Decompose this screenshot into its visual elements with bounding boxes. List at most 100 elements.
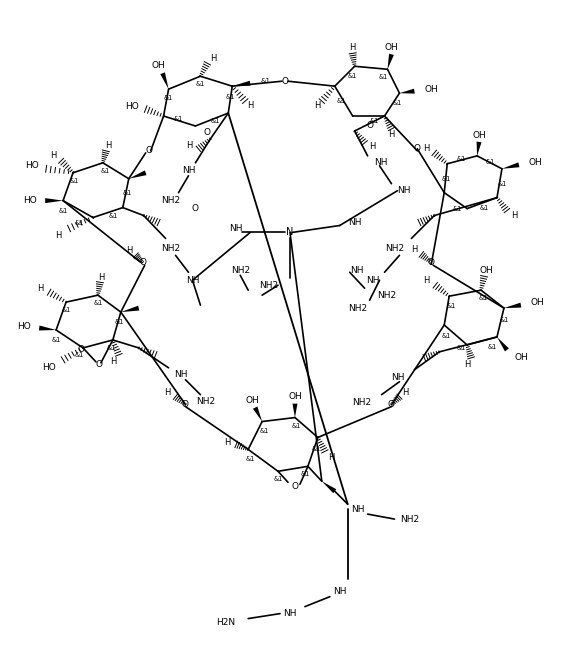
Text: &1: &1 xyxy=(58,208,68,214)
Text: H: H xyxy=(164,388,171,397)
Text: &1: &1 xyxy=(61,307,70,313)
Text: &1: &1 xyxy=(106,345,116,351)
Text: HO: HO xyxy=(42,363,56,373)
Text: H: H xyxy=(402,388,409,397)
Text: O: O xyxy=(182,400,189,409)
Text: HO: HO xyxy=(23,196,37,205)
Text: &1: &1 xyxy=(457,156,466,162)
Text: OH: OH xyxy=(152,61,166,70)
Polygon shape xyxy=(497,337,509,351)
Text: H: H xyxy=(37,284,43,293)
Text: HO: HO xyxy=(18,321,32,330)
Text: NH: NH xyxy=(348,218,361,227)
Text: H: H xyxy=(50,151,56,160)
Polygon shape xyxy=(232,81,250,86)
Text: H: H xyxy=(411,245,417,254)
Text: H: H xyxy=(186,141,193,150)
Text: NH: NH xyxy=(182,166,195,175)
Text: O: O xyxy=(388,400,395,409)
Text: NH2: NH2 xyxy=(400,514,419,524)
Text: &1: &1 xyxy=(273,476,282,482)
Text: &1: &1 xyxy=(499,317,509,323)
Text: H: H xyxy=(423,276,429,284)
Polygon shape xyxy=(399,89,415,93)
Text: OH: OH xyxy=(245,396,259,405)
Text: &1: &1 xyxy=(480,204,489,211)
Text: NH2: NH2 xyxy=(231,266,250,275)
Text: OH: OH xyxy=(425,85,438,94)
Text: H: H xyxy=(370,143,376,151)
Polygon shape xyxy=(502,162,520,169)
Text: &1: &1 xyxy=(174,116,183,122)
Text: NH2: NH2 xyxy=(259,281,278,290)
Text: N: N xyxy=(286,227,294,237)
Text: H: H xyxy=(328,453,334,462)
Text: &1: &1 xyxy=(446,303,456,309)
Text: H: H xyxy=(109,357,116,367)
Text: &1: &1 xyxy=(100,168,109,173)
Text: &1: &1 xyxy=(485,159,494,165)
Text: NH: NH xyxy=(229,224,242,233)
Text: NH: NH xyxy=(186,276,199,284)
Polygon shape xyxy=(387,54,394,69)
Polygon shape xyxy=(504,303,521,308)
Text: &1: &1 xyxy=(337,98,346,104)
Text: &1: &1 xyxy=(488,344,497,350)
Text: O: O xyxy=(204,129,211,137)
Text: NH: NH xyxy=(351,505,364,514)
Text: &1: &1 xyxy=(74,219,84,225)
Polygon shape xyxy=(39,325,56,330)
Text: &1: &1 xyxy=(291,422,301,428)
Text: NH2: NH2 xyxy=(352,398,371,407)
Text: H2N: H2N xyxy=(216,618,236,627)
Text: O: O xyxy=(192,204,199,213)
Text: &1: &1 xyxy=(442,175,451,182)
Text: O: O xyxy=(281,77,289,85)
Text: O: O xyxy=(366,122,373,131)
Text: OH: OH xyxy=(515,353,529,363)
Text: O: O xyxy=(145,147,152,155)
Text: NH: NH xyxy=(366,276,379,284)
Text: &1: &1 xyxy=(497,181,507,187)
Text: &1: &1 xyxy=(226,94,235,100)
Text: &1: &1 xyxy=(260,78,270,84)
Polygon shape xyxy=(477,141,481,156)
Text: &1: &1 xyxy=(478,295,488,301)
Text: O: O xyxy=(414,145,421,153)
Text: H: H xyxy=(105,141,111,150)
Text: &1: &1 xyxy=(370,118,379,124)
Polygon shape xyxy=(292,403,297,418)
Text: H: H xyxy=(55,231,61,240)
Text: &1: &1 xyxy=(164,95,173,101)
Text: H: H xyxy=(511,211,517,220)
Text: O: O xyxy=(77,346,84,354)
Text: NH2: NH2 xyxy=(196,397,215,406)
Text: H: H xyxy=(98,273,104,282)
Text: NH: NH xyxy=(391,373,405,382)
Text: OH: OH xyxy=(479,266,493,275)
Text: &1: &1 xyxy=(348,73,358,79)
Polygon shape xyxy=(121,306,139,312)
Text: NH2: NH2 xyxy=(161,244,180,253)
Text: &1: &1 xyxy=(393,100,402,106)
Text: &1: &1 xyxy=(379,74,388,80)
Text: OH: OH xyxy=(529,158,543,168)
Text: &1: &1 xyxy=(260,428,269,434)
Polygon shape xyxy=(253,407,262,422)
Text: H: H xyxy=(313,101,320,110)
Text: O: O xyxy=(292,482,299,491)
Text: H: H xyxy=(247,101,253,110)
Text: &1: &1 xyxy=(108,213,117,219)
Text: NH: NH xyxy=(398,186,411,195)
Text: H: H xyxy=(127,246,133,255)
Text: &1: &1 xyxy=(52,337,61,343)
Text: H: H xyxy=(464,360,470,369)
Text: NH2: NH2 xyxy=(378,290,397,300)
Text: &1: &1 xyxy=(196,81,205,87)
Text: OH: OH xyxy=(288,392,302,401)
Text: OH: OH xyxy=(472,131,486,141)
Text: &1: &1 xyxy=(211,118,220,124)
Text: &1: &1 xyxy=(453,206,462,212)
Text: OH: OH xyxy=(531,298,544,307)
Text: O: O xyxy=(428,258,435,267)
